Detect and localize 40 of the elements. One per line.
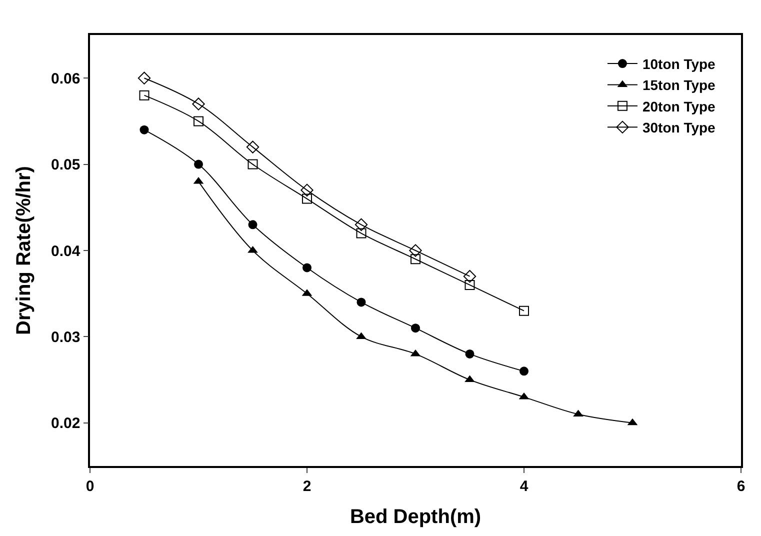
x-tick-label: 6 [736, 478, 746, 495]
y-tick-label: 0.05 [51, 156, 80, 174]
point [573, 410, 584, 417]
point [354, 218, 368, 231]
point [464, 375, 475, 382]
x-axis-title: Bed Depth(m) [350, 506, 482, 528]
legend-label: 20ton Type [642, 98, 716, 114]
point [194, 116, 204, 126]
point [520, 366, 528, 376]
point [464, 280, 475, 290]
point [300, 184, 314, 197]
point [138, 72, 151, 84]
y-tick-label: 0.02 [51, 415, 80, 432]
y-tick-label: 0.04 [51, 242, 81, 260]
y-tick-label: 0.06 [51, 70, 80, 88]
legend-label: 30ton Type [642, 120, 716, 136]
point [246, 140, 260, 154]
point [411, 324, 420, 333]
x-tick-label: 0 [86, 478, 94, 495]
x-tick-label: 4 [520, 478, 529, 495]
legend-label: 15ton Type [642, 77, 716, 94]
point [356, 228, 366, 238]
point [140, 125, 149, 134]
point [192, 98, 205, 110]
point [302, 194, 312, 204]
x-tick-label: 2 [302, 478, 312, 495]
point [519, 306, 529, 316]
y-tick-label: 0.03 [51, 328, 80, 346]
point [194, 160, 203, 169]
legend-label: 10ton Type [642, 56, 716, 72]
point [302, 263, 312, 272]
point [463, 270, 476, 283]
point [356, 298, 366, 307]
point [465, 349, 474, 358]
point [248, 220, 258, 230]
point [248, 159, 258, 170]
point [139, 90, 150, 100]
point [410, 254, 420, 264]
y-axis-title: Drying Rate(%/hr) [13, 166, 36, 335]
point [409, 244, 422, 257]
